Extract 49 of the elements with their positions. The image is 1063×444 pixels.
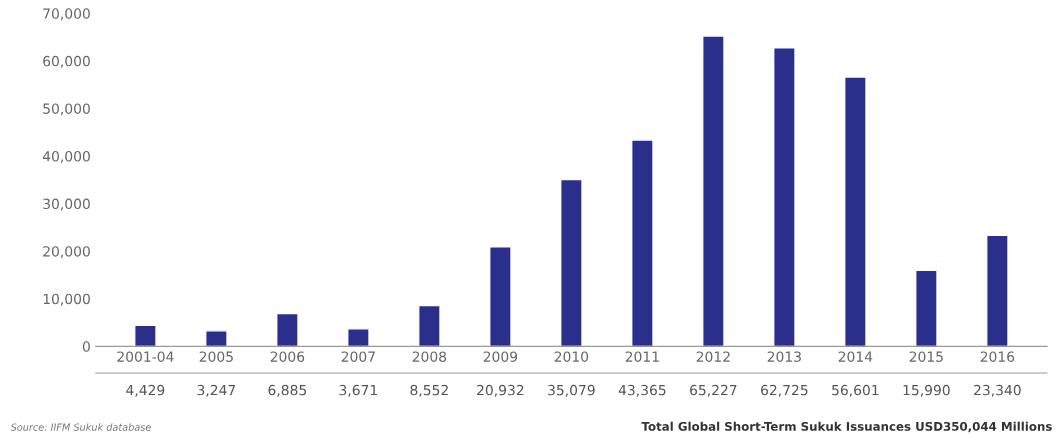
data-label: 35,079 <box>548 384 595 397</box>
x-tick-label: 2005 <box>199 351 233 362</box>
x-tick-label: 2014 <box>838 351 873 362</box>
bar <box>489 246 512 347</box>
data-label: 20,932 <box>477 384 524 397</box>
x-tick-label: 2012 <box>696 351 730 362</box>
data-label: 6,885 <box>268 384 307 397</box>
data-label: 56,601 <box>832 384 879 397</box>
text: Total Global Short-Term Sukuk Issuances USD350,044 Millions <box>641 421 1052 433</box>
x-tick-label: 2010 <box>554 351 589 362</box>
x-tick-label: 2009 <box>483 351 518 362</box>
y-tick-label: 0 <box>82 341 90 352</box>
data-label: 23,340 <box>974 384 1021 397</box>
x-tick-label: 2013 <box>767 351 801 362</box>
data-label: 3,671 <box>339 384 377 397</box>
bar <box>276 312 299 347</box>
x-tick-label: 2006 <box>270 351 305 362</box>
x-tick-label: 2008 <box>412 351 447 362</box>
y-tick-label: 70,000 <box>43 8 90 21</box>
source-note: Source: IIFM Sukuk database <box>10 423 151 431</box>
bar <box>773 47 796 347</box>
x-tick-label: 2001-04 <box>117 351 174 362</box>
bar <box>560 178 583 347</box>
bar <box>986 234 1009 347</box>
x-tick-label: 2016 <box>980 351 1015 362</box>
data-label: 62,725 <box>761 384 808 397</box>
data-label: 65,227 <box>690 384 737 397</box>
bar <box>205 330 228 347</box>
data-label: 15,990 <box>903 384 950 397</box>
bar <box>347 328 370 347</box>
bar <box>915 269 938 347</box>
data-label: 4,429 <box>126 384 165 397</box>
y-tick-label: 10,000 <box>43 293 90 306</box>
y-tick-label: 40,000 <box>42 151 90 163</box>
bar <box>631 139 654 347</box>
bar <box>702 35 725 347</box>
bar <box>844 76 867 347</box>
y-tick-label: 20,000 <box>43 246 90 259</box>
y-tick-label: 60,000 <box>43 55 90 68</box>
y-tick-label: 30,000 <box>43 198 90 211</box>
data-label: 8,552 <box>410 384 448 397</box>
x-tick-label: 2011 <box>625 351 659 362</box>
data-label: 43,365 <box>618 384 666 397</box>
x-tick-label: 2007 <box>341 351 375 362</box>
y-tick-label: 50,000 <box>43 103 90 116</box>
data-label: 3,247 <box>197 384 236 397</box>
x-tick-label: 2015 <box>909 351 943 362</box>
bar <box>134 324 157 347</box>
bar <box>418 304 441 347</box>
